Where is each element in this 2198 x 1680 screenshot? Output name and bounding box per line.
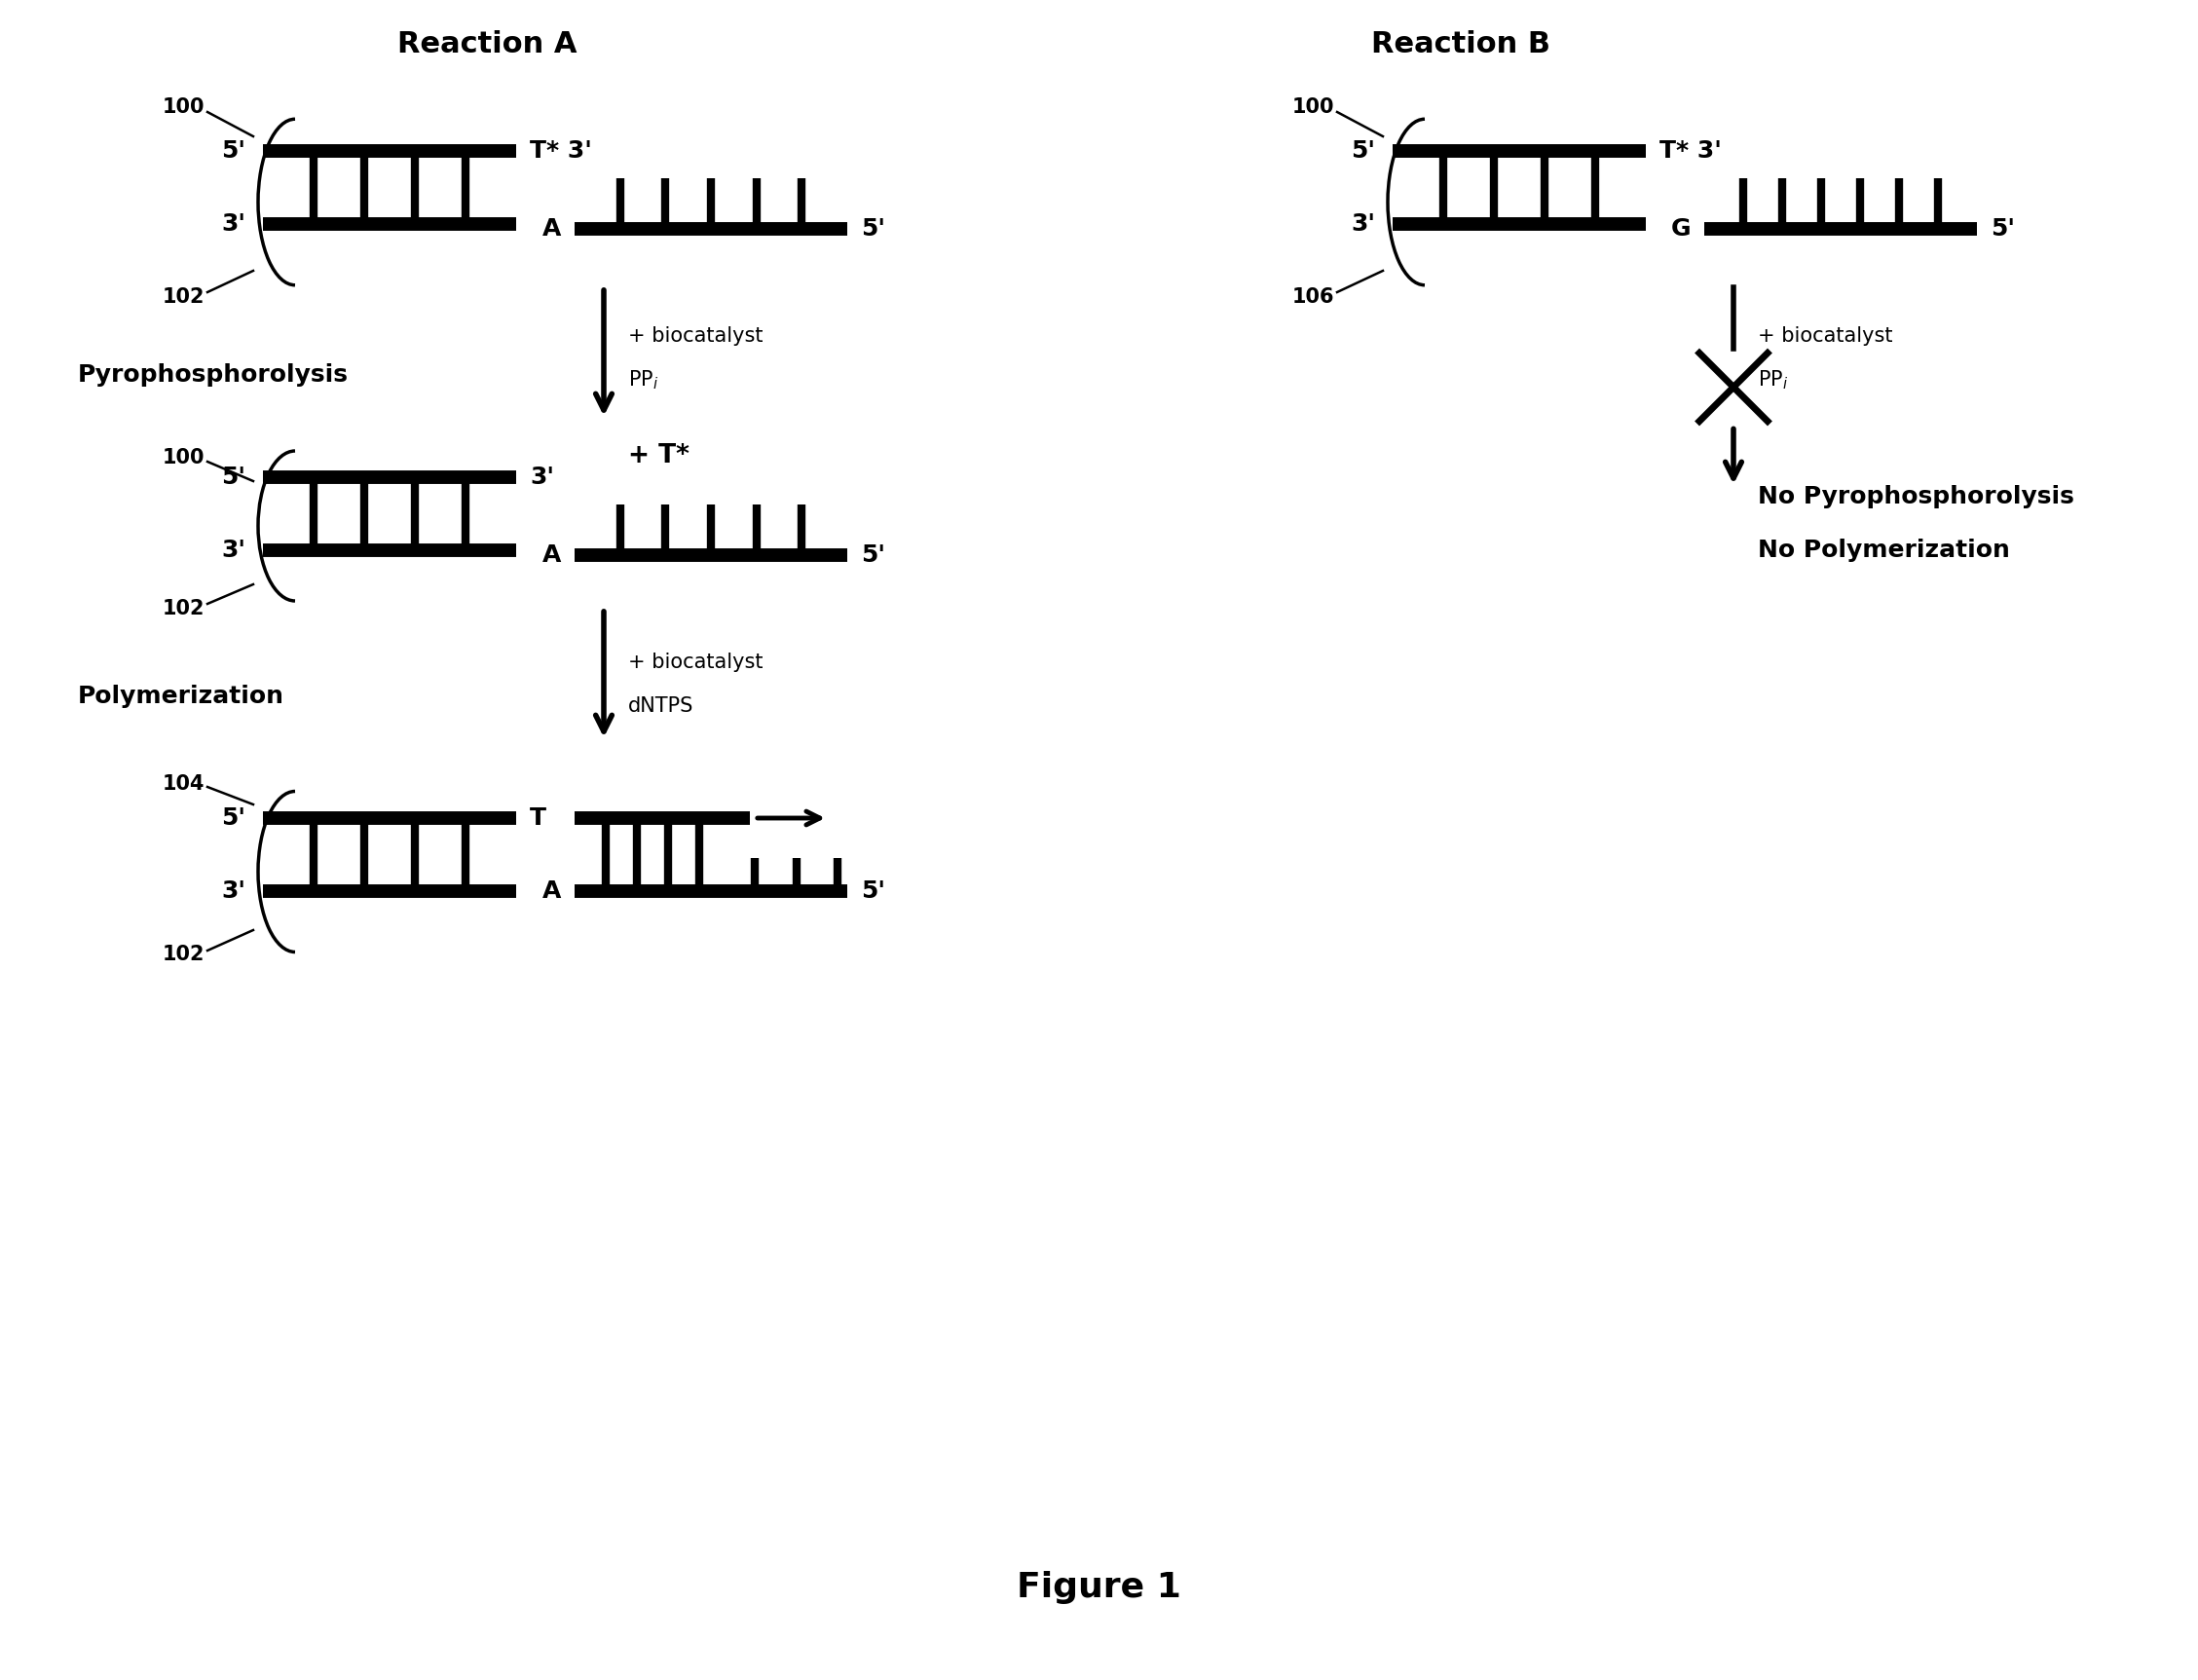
Text: dNTPS: dNTPS [629, 696, 695, 716]
Text: 5': 5' [1991, 217, 2016, 240]
Text: 5': 5' [222, 139, 246, 163]
Text: 5': 5' [222, 806, 246, 830]
Text: Reaction A: Reaction A [398, 30, 576, 57]
Text: 5': 5' [222, 465, 246, 489]
Text: T: T [530, 806, 547, 830]
Text: 106: 106 [1292, 287, 1334, 307]
Text: Polymerization: Polymerization [77, 685, 284, 707]
Text: 5': 5' [862, 217, 886, 240]
Text: 102: 102 [163, 600, 204, 618]
Text: G: G [1670, 217, 1690, 240]
Text: A: A [543, 879, 560, 902]
Text: + biocatalyst: + biocatalyst [629, 652, 763, 672]
Text: Pyrophosphorolysis: Pyrophosphorolysis [77, 363, 349, 386]
Text: 5': 5' [862, 543, 886, 566]
Text: 3': 3' [530, 465, 554, 489]
Text: 104: 104 [163, 774, 204, 793]
Text: + biocatalyst: + biocatalyst [1758, 326, 1892, 346]
Text: 102: 102 [163, 287, 204, 307]
Text: T* 3': T* 3' [1659, 139, 1721, 163]
Text: 3': 3' [222, 879, 246, 902]
Text: 3': 3' [1352, 212, 1376, 235]
Text: 3': 3' [222, 539, 246, 561]
Text: No Pyrophosphorolysis: No Pyrophosphorolysis [1758, 486, 2075, 509]
Text: 100: 100 [163, 97, 204, 118]
Text: No Polymerization: No Polymerization [1758, 539, 2009, 561]
Text: 5': 5' [862, 879, 886, 902]
Text: PP$_i$: PP$_i$ [629, 368, 659, 391]
Text: 100: 100 [163, 449, 204, 467]
Text: + T*: + T* [629, 444, 690, 469]
Text: 5': 5' [1352, 139, 1376, 163]
Text: Reaction B: Reaction B [1372, 30, 1550, 57]
Text: PP$_i$: PP$_i$ [1758, 368, 1789, 391]
Text: A: A [543, 217, 560, 240]
Text: Figure 1: Figure 1 [1018, 1571, 1180, 1604]
Text: T* 3': T* 3' [530, 139, 591, 163]
Text: 102: 102 [163, 944, 204, 964]
Text: + biocatalyst: + biocatalyst [629, 326, 763, 346]
Text: 3': 3' [222, 212, 246, 235]
Text: A: A [543, 543, 560, 566]
Text: 100: 100 [1292, 97, 1334, 118]
